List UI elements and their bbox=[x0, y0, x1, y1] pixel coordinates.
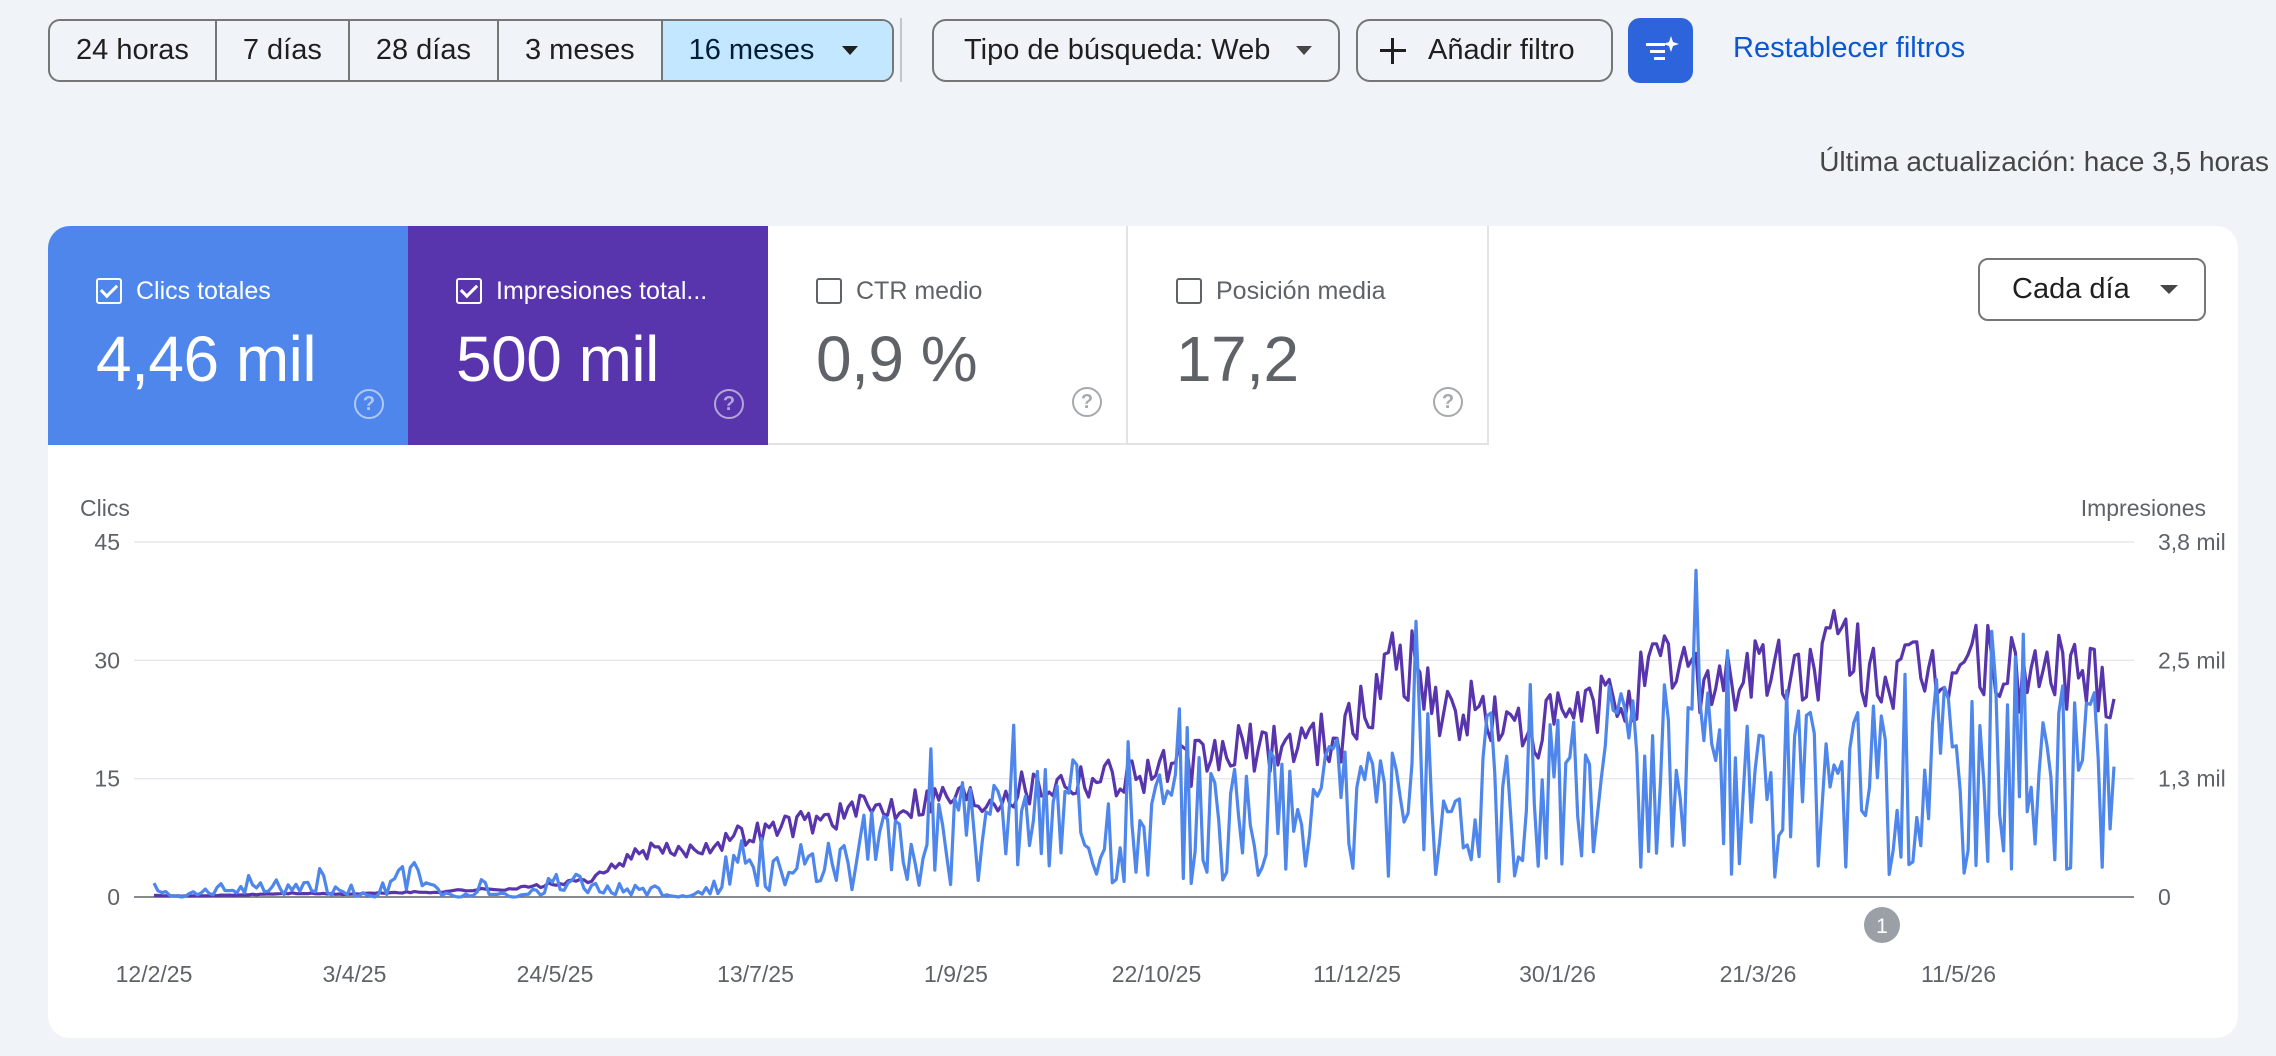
sparkle-filter-icon bbox=[1645, 35, 1679, 60]
performance-card: Clics totales 4,46 mil ? Impresiones tot… bbox=[48, 226, 2238, 1038]
checkbox-icon[interactable] bbox=[96, 278, 122, 304]
right-axis-title: Impresiones bbox=[2081, 495, 2206, 521]
metric-average-position[interactable]: Posición media 17,2 ? bbox=[1128, 226, 1489, 445]
series-line-clicks bbox=[152, 568, 2116, 899]
x-axis-tick: 30/1/26 bbox=[1519, 961, 1596, 987]
search-type-dropdown[interactable]: Tipo de búsqueda: Web bbox=[932, 19, 1340, 82]
ai-filter-button[interactable] bbox=[1628, 18, 1693, 83]
right-axis-tick: 3,8 mil bbox=[2158, 529, 2226, 555]
plus-icon bbox=[1378, 36, 1408, 66]
help-icon[interactable]: ? bbox=[354, 389, 384, 419]
filter-divider bbox=[900, 18, 902, 82]
left-axis-tick: 30 bbox=[94, 647, 120, 673]
granularity-dropdown[interactable]: Cada día bbox=[1978, 258, 2206, 321]
reset-filters-link[interactable]: Restablecer filtros bbox=[1733, 32, 1966, 64]
range-3m-button[interactable]: 3 meses bbox=[499, 21, 663, 80]
help-icon[interactable]: ? bbox=[714, 389, 744, 419]
metric-label: Clics totales bbox=[136, 276, 271, 305]
x-axis-tick: 11/5/26 bbox=[1921, 961, 1996, 987]
add-filter-button[interactable]: Añadir filtro bbox=[1356, 19, 1613, 82]
range-28d-button[interactable]: 28 días bbox=[350, 21, 499, 80]
metric-value: 500 mil bbox=[456, 323, 659, 395]
annotation-count: 1 bbox=[1876, 915, 1888, 938]
x-axis-tick: 1/9/25 bbox=[924, 961, 988, 987]
range-16m-label: 16 meses bbox=[688, 34, 815, 66]
metric-value: 17,2 bbox=[1176, 323, 1299, 395]
x-axis-tick: 12/2/25 bbox=[116, 961, 193, 987]
performance-chart: Clics Impresiones 0 15 30 45 0 1,3 mil 2,5 mi… bbox=[80, 495, 2226, 987]
checkbox-icon[interactable] bbox=[816, 278, 842, 304]
metric-total-clicks[interactable]: Clics totales 4,46 mil ? bbox=[48, 226, 408, 445]
chevron-down-icon bbox=[1296, 46, 1312, 55]
left-axis-tick: 0 bbox=[107, 884, 120, 910]
help-icon[interactable]: ? bbox=[1433, 387, 1463, 417]
x-axis-tick: 21/3/26 bbox=[1720, 961, 1797, 987]
left-axis-tick: 15 bbox=[94, 766, 120, 792]
range-16m-button[interactable]: 16 meses bbox=[662, 21, 893, 80]
checkbox-icon[interactable] bbox=[456, 278, 482, 304]
range-24h-button[interactable]: 24 horas bbox=[50, 21, 217, 80]
x-axis-tick: 11/12/25 bbox=[1313, 961, 1401, 987]
metric-total-impressions[interactable]: Impresiones total... 500 mil ? bbox=[408, 226, 768, 445]
left-axis-tick: 45 bbox=[94, 529, 120, 555]
metric-label: Posición media bbox=[1216, 276, 1386, 305]
checkbox-icon[interactable] bbox=[1176, 278, 1202, 304]
metric-value: 0,9 % bbox=[816, 323, 978, 395]
last-update-text: Última actualización: hace 3,5 horas bbox=[1819, 146, 2269, 177]
right-axis-tick: 0 bbox=[2158, 884, 2171, 910]
chevron-down-icon bbox=[2160, 285, 2178, 294]
metric-average-ctr[interactable]: CTR medio 0,9 % ? bbox=[768, 226, 1128, 445]
right-axis-tick: 1,3 mil bbox=[2158, 766, 2226, 792]
chevron-down-icon bbox=[842, 46, 859, 55]
right-axis-tick: 2,5 mil bbox=[2158, 647, 2226, 673]
annotation-marker[interactable]: 1 bbox=[1864, 907, 1900, 943]
metric-label: CTR medio bbox=[856, 276, 983, 305]
x-axis-tick: 3/4/25 bbox=[323, 961, 387, 987]
range-7d-button[interactable]: 7 días bbox=[217, 21, 350, 80]
metric-value: 4,46 mil bbox=[96, 323, 317, 395]
x-axis-tick: 22/10/25 bbox=[1112, 961, 1202, 987]
help-icon[interactable]: ? bbox=[1072, 387, 1102, 417]
date-range-group: 24 horas 7 días 28 días 3 meses 16 meses bbox=[48, 19, 895, 82]
search-type-label: Tipo de búsqueda: Web bbox=[964, 34, 1271, 66]
left-axis-title: Clics bbox=[80, 495, 130, 521]
granularity-label: Cada día bbox=[2012, 273, 2130, 305]
x-axis-tick: 13/7/25 bbox=[717, 961, 794, 987]
x-axis-tick: 24/5/25 bbox=[517, 961, 594, 987]
add-filter-label: Añadir filtro bbox=[1428, 34, 1575, 66]
